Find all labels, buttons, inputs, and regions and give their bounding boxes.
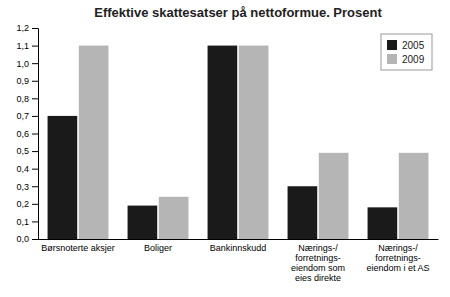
tick-mark (32, 28, 38, 29)
tick: 0,2 (16, 199, 38, 209)
tick: Nærings-/forretnings-eiendom i et AS (366, 243, 429, 273)
legend: 2005 2009 (381, 34, 432, 70)
tick: 0,8 (16, 94, 38, 104)
tick-label: Børsnoterte aksjer (41, 243, 115, 253)
tick: 0,9 (16, 76, 38, 86)
bar-series (79, 46, 429, 239)
tick-label: 1,1 (16, 41, 29, 51)
tick: 1,2 (16, 23, 38, 33)
tick: 1,1 (16, 41, 38, 51)
tick-label: 1,2 (16, 23, 29, 33)
tick: 1,0 (16, 59, 38, 69)
bar (319, 153, 349, 239)
legend-label: 2009 (402, 54, 425, 65)
plot: 0,0 0,1 0,2 0,3 0,4 0,5 0,6 0,7 0,8 0,9 1,0 1,1 1,2 B… (16, 23, 438, 283)
bar-series (48, 46, 398, 239)
tick: 0,7 (16, 111, 38, 121)
bar (239, 46, 269, 239)
chart: Effektive skattesatser på nettoformue. P… (0, 0, 450, 297)
tick-mark (32, 81, 38, 82)
tick-mark (32, 169, 38, 170)
tick-label: 0,6 (16, 129, 29, 139)
tick-mark (32, 239, 38, 240)
tick-mark (32, 151, 38, 152)
tick-mark (32, 98, 38, 99)
tick-label-line: Børsnoterte aksjer (41, 243, 115, 253)
tick-label: 1,0 (16, 59, 29, 69)
tick-label: Boliger (144, 243, 172, 253)
tick: 0,6 (16, 129, 38, 139)
tick-label-line: forretnings- (295, 253, 341, 263)
tick: 0,3 (16, 182, 38, 192)
tick-label: 0,1 (16, 217, 29, 227)
bar (79, 46, 109, 239)
bar (208, 46, 238, 239)
bar (159, 197, 189, 239)
tick-label: 0,9 (16, 76, 29, 86)
tick: 0,1 (16, 217, 38, 227)
x-axis: Børsnoterte aksjer Boliger Bankinnskudd Nær… (39, 240, 439, 284)
tick-label: 0,8 (16, 94, 29, 104)
legend-frame (381, 34, 432, 70)
tick-label: 0,2 (16, 199, 29, 209)
tick: Børsnoterte aksjer (41, 243, 115, 253)
tick-label: Nærings-/forretnings-eiendom i et AS (366, 243, 429, 273)
legend-label: 2005 (402, 40, 425, 51)
tick-label: 0,0 (16, 234, 29, 244)
tick-mark (32, 46, 38, 47)
bar (48, 116, 78, 239)
legend-item: 2009 (387, 54, 425, 65)
tick-label: 0,5 (16, 146, 29, 156)
tick: Bankinnskudd (210, 243, 267, 253)
legend-swatch (387, 54, 397, 64)
tick-label: Bankinnskudd (210, 243, 267, 253)
tick-label-line: eiendom i et AS (366, 263, 429, 273)
tick-label: Nærings-/forretnings-eiendom someies dir… (291, 243, 345, 283)
tick: 0,4 (16, 164, 38, 174)
tick-mark (32, 134, 38, 135)
bar (288, 186, 318, 239)
tick-label-line: forretnings- (375, 253, 421, 263)
tick-label: 0,3 (16, 182, 29, 192)
tick-mark (32, 204, 38, 205)
bar (368, 207, 398, 239)
tick: Boliger (144, 243, 172, 253)
tick-label: 0,4 (16, 164, 29, 174)
tick-label-line: Boliger (144, 243, 172, 253)
tick: 0,5 (16, 146, 38, 156)
bar (399, 153, 429, 239)
tick-label-line: Nærings-/ (298, 243, 338, 253)
tick-label-line: Nærings-/ (378, 243, 418, 253)
tick-label: 0,7 (16, 111, 29, 121)
tick: Nærings-/forretnings-eiendom someies dir… (291, 243, 345, 283)
y-axis: 0,0 0,1 0,2 0,3 0,4 0,5 0,6 0,7 0,8 0,9 1,0 1,1 1,2 (16, 23, 38, 244)
axis-line (32, 29, 39, 240)
tick-mark (32, 116, 38, 117)
tick-mark (32, 186, 38, 187)
tick-mark (32, 221, 38, 222)
legend-swatch (387, 40, 397, 50)
legend-item: 2005 (387, 40, 425, 51)
tick: 0,0 (16, 234, 38, 244)
tick-label-line: Bankinnskudd (210, 243, 267, 253)
tick-label-line: eiendom som (291, 263, 345, 273)
bars (48, 46, 429, 239)
tick-mark (32, 63, 38, 64)
title: Effektive skattesatser på nettoformue. P… (94, 5, 382, 20)
bar (128, 206, 158, 239)
axis-line (39, 239, 439, 240)
tick-label-line: eies direkte (295, 273, 341, 283)
